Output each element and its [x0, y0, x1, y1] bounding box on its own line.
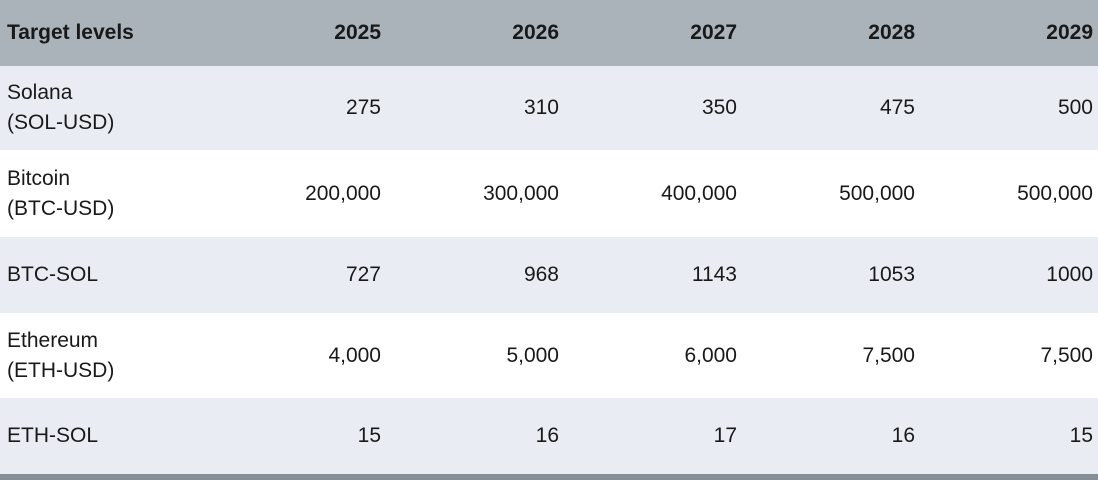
- asset-ticker: (SOL-USD): [7, 111, 115, 134]
- asset-name: Solana: [7, 81, 73, 104]
- value-cell: 7,500: [1040, 343, 1093, 367]
- header-year-2026: 2026: [512, 21, 559, 44]
- value-cell: 5,000: [506, 343, 559, 367]
- value-cell: 1000: [1046, 263, 1093, 286]
- row-label-btc-sol: BTC-SOL: [0, 237, 208, 313]
- table-row-eth-sol: ETH-SOL 15 16 17 16 15: [0, 398, 1098, 474]
- bottom-border-bar: [0, 474, 1098, 480]
- value-cell: 300,000: [483, 181, 559, 205]
- value-cell: 1053: [868, 263, 915, 286]
- value-cell: 475: [879, 96, 915, 119]
- asset-ticker: (BTC-USD): [7, 196, 115, 220]
- value-cell: 500: [1057, 96, 1093, 119]
- value-cell: 350: [701, 96, 737, 119]
- value-cell: 7,500: [862, 343, 915, 367]
- asset-name: ETH-SOL: [7, 424, 99, 447]
- value-cell: 16: [535, 424, 559, 447]
- asset-name: Bitcoin: [7, 166, 71, 190]
- value-cell: 15: [1069, 424, 1093, 447]
- table-row-bitcoin: Bitcoin (BTC-USD) 200,000 300,000 400,00…: [0, 150, 1098, 237]
- asset-name: BTC-SOL: [7, 263, 99, 286]
- header-year-2029: 2029: [1046, 21, 1093, 44]
- header-row: Target levels 2025 2026 2027 2028 2029: [0, 0, 1098, 66]
- value-cell: 275: [345, 96, 381, 119]
- value-cell: 16: [891, 424, 915, 447]
- asset-name: Ethereum: [7, 328, 99, 352]
- table-row-ethereum: Ethereum (ETH-USD) 4,000 5,000 6,000 7,5…: [0, 313, 1098, 398]
- header-year-2025: 2025: [334, 21, 381, 44]
- value-cell: 17: [713, 424, 737, 447]
- value-cell: 4,000: [328, 343, 381, 367]
- value-cell: 1143: [691, 263, 737, 286]
- header-year-2028: 2028: [868, 21, 915, 44]
- row-label-bitcoin: Bitcoin (BTC-USD): [0, 150, 208, 237]
- value-cell: 727: [345, 263, 381, 286]
- value-cell: 500,000: [1017, 181, 1093, 205]
- row-label-eth-sol: ETH-SOL: [0, 398, 208, 474]
- value-cell: 310: [523, 96, 559, 119]
- asset-ticker: (ETH-USD): [7, 358, 115, 382]
- table-row-btc-sol: BTC-SOL 727 968 1143 1053 1000: [0, 237, 1098, 313]
- header-target-levels: Target levels: [7, 21, 134, 44]
- value-cell: 400,000: [661, 181, 737, 205]
- value-cell: 200,000: [305, 181, 381, 205]
- value-cell: 500,000: [839, 181, 915, 205]
- header-year-2027: 2027: [690, 21, 737, 44]
- row-label-ethereum: Ethereum (ETH-USD): [0, 313, 208, 398]
- row-label-solana: Solana (SOL-USD): [0, 66, 208, 150]
- table-row-solana: Solana (SOL-USD) 275 310 350 475 500: [0, 66, 1098, 150]
- value-cell: 968: [523, 263, 559, 286]
- value-cell: 15: [357, 424, 381, 447]
- value-cell: 6,000: [684, 343, 737, 367]
